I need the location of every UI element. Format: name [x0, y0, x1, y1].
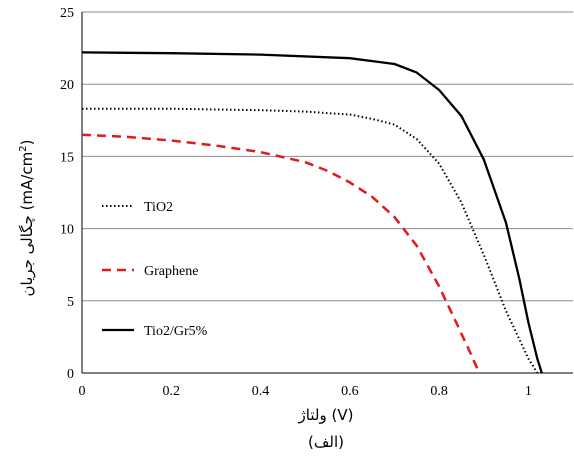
legend: TiO2 Graphene Tio2/Gr5%	[102, 200, 208, 339]
x-tick-label: 1	[525, 384, 532, 399]
y-tick-label: 15	[60, 150, 74, 165]
series-lines	[81, 51, 543, 374]
gridlines	[82, 11, 573, 302]
series-line-graphene	[81, 133, 481, 374]
y-tick-label: 20	[60, 78, 74, 93]
y-tick-label: 0	[67, 367, 74, 382]
tick-labels: 0 5 10 15 20 25 0 0.2 0.4 0.6 0.8 1	[60, 6, 532, 399]
y-axis-title-close: )	[18, 140, 36, 146]
x-tick-label: 0	[79, 384, 86, 399]
y-axis-title-superscript: 2	[18, 145, 29, 151]
x-tick-label: 0.6	[341, 384, 359, 399]
y-tick-label: 5	[67, 295, 74, 310]
x-tick-label: 0.8	[430, 384, 448, 399]
y-tick-label: 25	[60, 6, 74, 21]
y-axis-title: چگالی جریان (mA/cm2)	[18, 140, 36, 297]
chart-caption: (الف)	[308, 433, 344, 451]
x-tick-label: 0.4	[252, 384, 270, 399]
x-axis-title: ولتاژ (V)	[298, 406, 354, 424]
legend-label: Tio2/Gr5%	[144, 324, 208, 339]
legend-label: Graphene	[144, 264, 198, 279]
y-tick-label: 10	[60, 223, 74, 238]
series-line-tio2-gr5-	[81, 51, 543, 374]
x-tick-label: 0.2	[163, 384, 181, 399]
y-axis-title-main: چگالی جریان (mA/cm	[18, 152, 36, 297]
legend-label: TiO2	[144, 200, 173, 215]
axes	[81, 12, 573, 374]
